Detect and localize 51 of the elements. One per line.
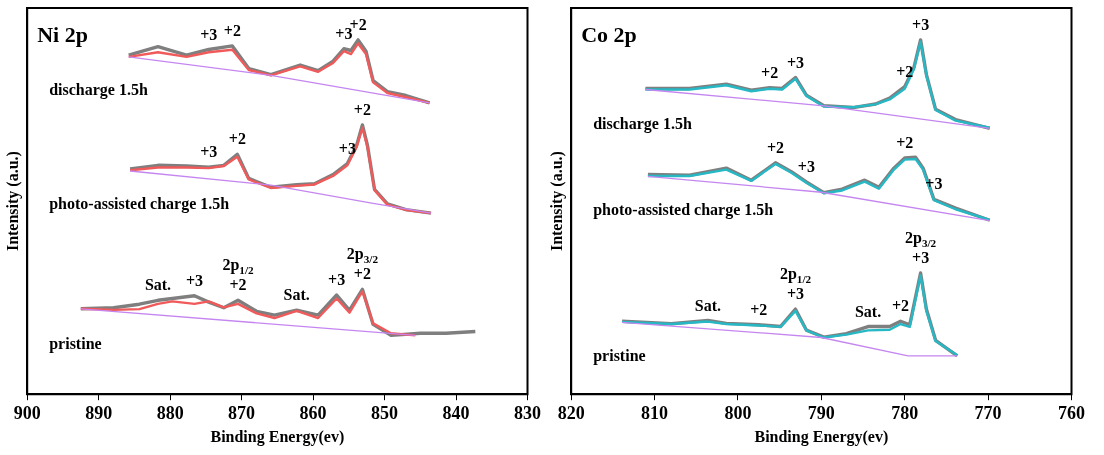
annotation: Sat. bbox=[283, 286, 310, 304]
x-tick-label: 770 bbox=[974, 402, 1002, 423]
annotation: Sat. bbox=[854, 302, 882, 320]
annotation: +3 bbox=[200, 143, 218, 161]
x-tick-label: 810 bbox=[641, 402, 669, 423]
annotation: +2 bbox=[896, 134, 914, 152]
annotation: +3 bbox=[786, 285, 805, 303]
annotation: +3 bbox=[797, 158, 815, 176]
annotation: Sat. bbox=[144, 276, 172, 294]
x-tick-label: 790 bbox=[807, 402, 835, 423]
annotation: +2 bbox=[766, 138, 785, 156]
x-tick-label: 880 bbox=[156, 402, 184, 423]
annotation: +2 bbox=[229, 276, 247, 294]
x-tick-label: 890 bbox=[85, 402, 113, 423]
x-tick-label: 820 bbox=[557, 402, 585, 423]
annotation: Sat. bbox=[694, 296, 722, 314]
annotation: +3 bbox=[200, 25, 218, 43]
chart-title: Ni 2p bbox=[37, 21, 88, 47]
annotation: +2 bbox=[761, 63, 779, 81]
x-axis-title: Binding Energy(ev) bbox=[754, 427, 889, 446]
series-label: photo-assisted charge 1.5h bbox=[49, 195, 230, 213]
x-axis-title: Binding Energy(ev) bbox=[210, 427, 345, 446]
x-tick-label: 860 bbox=[299, 402, 327, 423]
annotation: +2 bbox=[353, 101, 371, 119]
annotation: +2 bbox=[892, 297, 910, 315]
annotation: +3 bbox=[912, 16, 930, 34]
x-tick-label: 870 bbox=[228, 402, 256, 423]
x-tick-label: 760 bbox=[1058, 402, 1085, 423]
x-tick-label: 840 bbox=[442, 402, 470, 423]
x-tick-label: 850 bbox=[371, 402, 399, 423]
annotation: +2 bbox=[353, 265, 371, 283]
x-tick-label: 830 bbox=[514, 402, 541, 423]
series-label: pristine bbox=[49, 334, 102, 353]
annotation: +3 bbox=[185, 271, 204, 289]
series-label: discharge 1.5h bbox=[593, 114, 692, 133]
annotation: +3 bbox=[328, 271, 346, 289]
series-label: discharge 1.5h bbox=[49, 81, 148, 100]
x-tick-label: 780 bbox=[891, 402, 919, 423]
annotation: +2 bbox=[223, 22, 241, 40]
series-label: pristine bbox=[593, 347, 646, 366]
x-tick-label: 800 bbox=[724, 402, 752, 423]
y-axis-title: Intensity (a.u.) bbox=[3, 151, 22, 252]
y-axis-title: Intensity (a.u.) bbox=[547, 151, 566, 252]
chart-title: Co 2p bbox=[581, 21, 637, 47]
annotation: +3 bbox=[338, 139, 356, 157]
x-tick-label: 900 bbox=[13, 402, 41, 423]
series-label: photo-assisted charge 1.5h bbox=[593, 200, 774, 219]
annotation: +3 bbox=[912, 249, 930, 267]
annotation: +2 bbox=[228, 130, 246, 148]
annotation: +3 bbox=[786, 53, 805, 71]
annotation: +2 bbox=[750, 300, 768, 318]
